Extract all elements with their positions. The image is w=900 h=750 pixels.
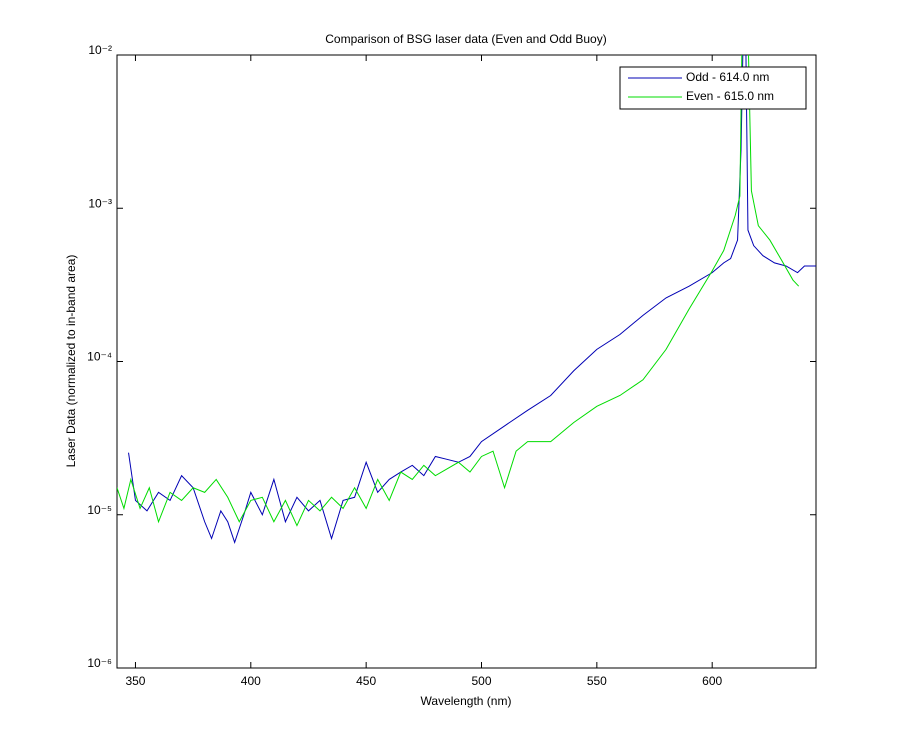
legend-label: Even - 615.0 nm — [686, 89, 774, 103]
plot-area — [116, 54, 817, 669]
x-axis-label: Wavelength (nm) — [421, 694, 512, 708]
x-tick-label: 450 — [356, 674, 376, 688]
y-tick-label: 10⁻⁴ — [87, 350, 112, 364]
series-line — [128, 55, 816, 544]
series-line — [117, 55, 800, 527]
y-axis-label: Laser Data (normalized to in-band area) — [64, 255, 78, 468]
y-tick-label: 10⁻⁶ — [87, 656, 112, 670]
x-tick-label: 550 — [587, 674, 607, 688]
x-tick-label: 500 — [471, 674, 491, 688]
y-tick-label: 10⁻² — [88, 43, 112, 57]
y-tick-label: 10⁻³ — [88, 196, 112, 210]
x-tick-label: 400 — [241, 674, 261, 688]
x-tick-label: 350 — [125, 674, 145, 688]
lines — [117, 55, 816, 544]
legend-label: Odd - 614.0 nm — [686, 70, 769, 84]
x-tick-label: 600 — [702, 674, 722, 688]
y-tick-label: 10⁻⁵ — [87, 503, 112, 517]
chart-title: Comparison of BSG laser data (Even and O… — [325, 32, 606, 46]
legend-box — [619, 66, 807, 110]
